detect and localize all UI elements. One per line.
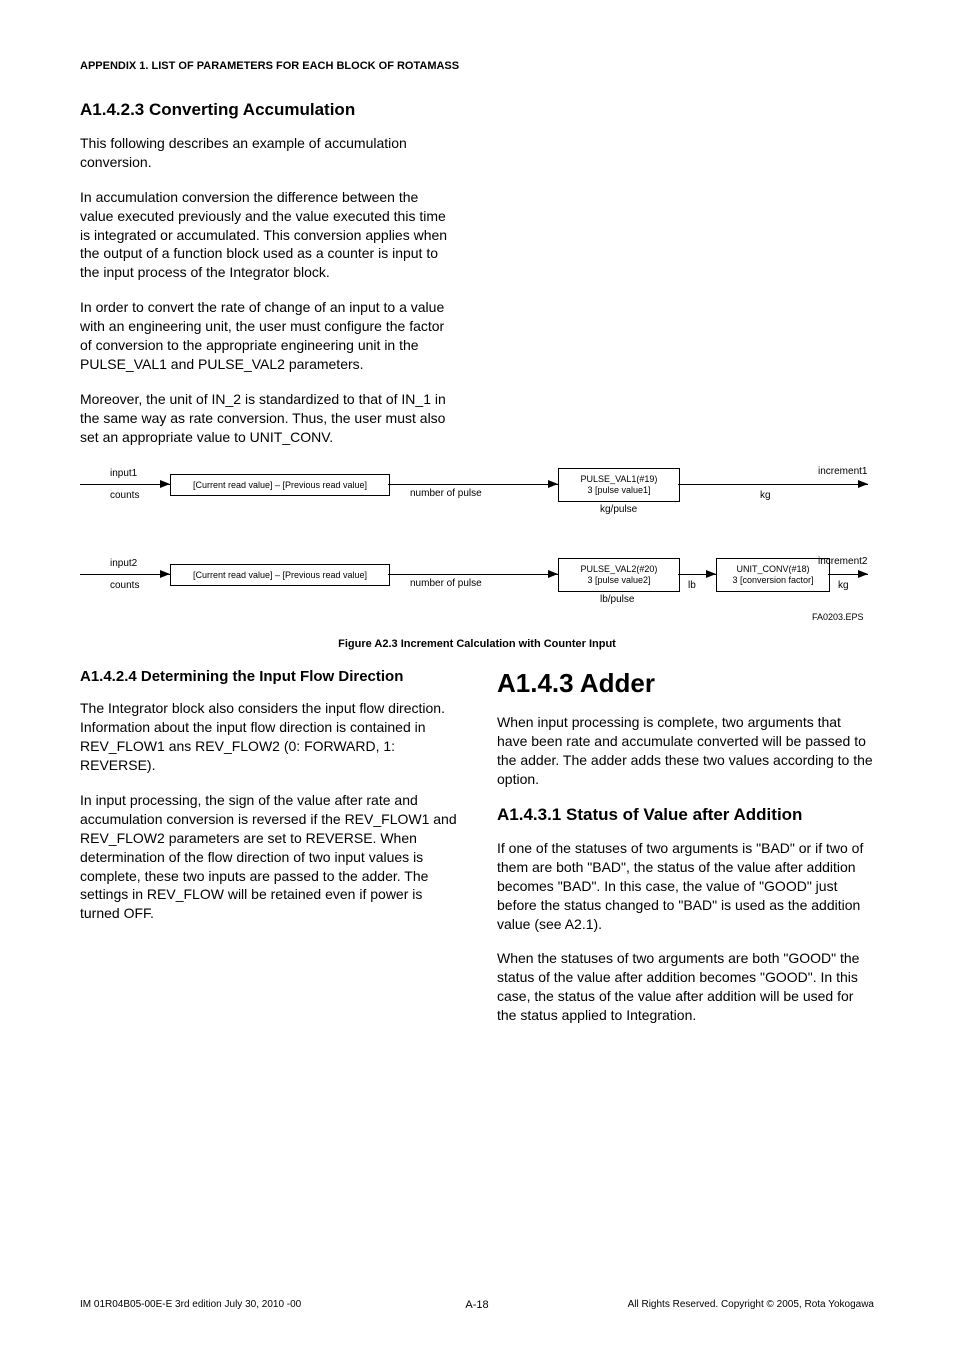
paragraph: If one of the statuses of two arguments … [497,839,874,933]
footer-left: IM 01R04B05-00E-E 3rd edition July 30, 2… [80,1299,301,1310]
arrow-icon [858,570,868,578]
section-heading: A1.4.3 Adder [497,668,874,699]
arrow-icon [548,480,558,488]
diagram-label: kg [838,580,849,591]
diagram-line [678,484,868,485]
section-heading: A1.4.2.3 Converting Accumulation [80,100,450,120]
paragraph: When the statuses of two arguments are b… [497,949,874,1025]
footer-right: All Rights Reserved. Copyright © 2005, R… [628,1299,874,1310]
arrow-icon [706,570,716,578]
diagram-line [80,484,170,485]
diagram-label: input2 [110,558,137,569]
flow-diagram: input1 counts [Current read value] – [Pr… [80,462,874,632]
arrow-icon [858,480,868,488]
footer-page-number: A-18 [465,1299,488,1311]
arrow-icon [548,570,558,578]
arrow-icon [160,570,170,578]
diagram-label: input1 [110,468,137,479]
diagram-box-text: [Current read value] – [Previous read va… [193,480,367,491]
diagram-box: PULSE_VAL2(#20) 3 [pulse value2] [558,558,680,592]
figure-caption: Figure A2.3 Increment Calculation with C… [80,638,874,650]
diagram-box: [Current read value] – [Previous read va… [170,474,390,496]
diagram-label: increment1 [818,466,867,477]
diagram-label: increment2 [818,556,867,567]
paragraph: Moreover, the unit of IN_2 is standardiz… [80,390,450,447]
diagram-line [80,574,170,575]
diagram-label: counts [110,580,139,591]
diagram-box-text: PULSE_VAL1(#19) [581,474,658,485]
diagram-label: number of pulse [410,578,482,589]
diagram-label: number of pulse [410,488,482,499]
diagram-label: kg/pulse [600,504,637,515]
diagram-box: PULSE_VAL1(#19) 3 [pulse value1] [558,468,680,502]
paragraph: When input processing is complete, two a… [497,713,874,789]
diagram-line [388,484,558,485]
paragraph: In input processing, the sign of the val… [80,791,457,923]
paragraph: In order to convert the rate of change o… [80,298,450,374]
paragraph: The Integrator block also considers the … [80,699,457,775]
diagram-box-text: PULSE_VAL2(#20) [581,564,658,575]
diagram-label: lb/pulse [600,594,634,605]
diagram-label: kg [760,490,771,501]
diagram-box-text: 3 [pulse value1] [587,485,650,496]
diagram-box-text: UNIT_CONV(#18) [736,564,809,575]
section-heading: A1.4.3.1 Status of Value after Addition [497,805,874,825]
paragraph: This following describes an example of a… [80,134,450,172]
diagram-label: counts [110,490,139,501]
paragraph: In accumulation conversion the differenc… [80,188,450,282]
diagram-box: [Current read value] – [Previous read va… [170,564,390,586]
section-heading: A1.4.2.4 Determining the Input Flow Dire… [80,668,457,685]
diagram-box-text: [Current read value] – [Previous read va… [193,570,367,581]
page-footer: IM 01R04B05-00E-E 3rd edition July 30, 2… [80,1299,874,1310]
diagram-box-text: 3 [conversion factor] [732,575,813,586]
page-header: APPENDIX 1. LIST OF PARAMETERS FOR EACH … [80,60,874,72]
diagram-line [388,574,558,575]
arrow-icon [160,480,170,488]
diagram-box: UNIT_CONV(#18) 3 [conversion factor] [716,558,830,592]
diagram-eps-label: FA0203.EPS [812,612,864,622]
diagram-box-text: 3 [pulse value2] [587,575,650,586]
diagram-label: lb [688,580,696,591]
